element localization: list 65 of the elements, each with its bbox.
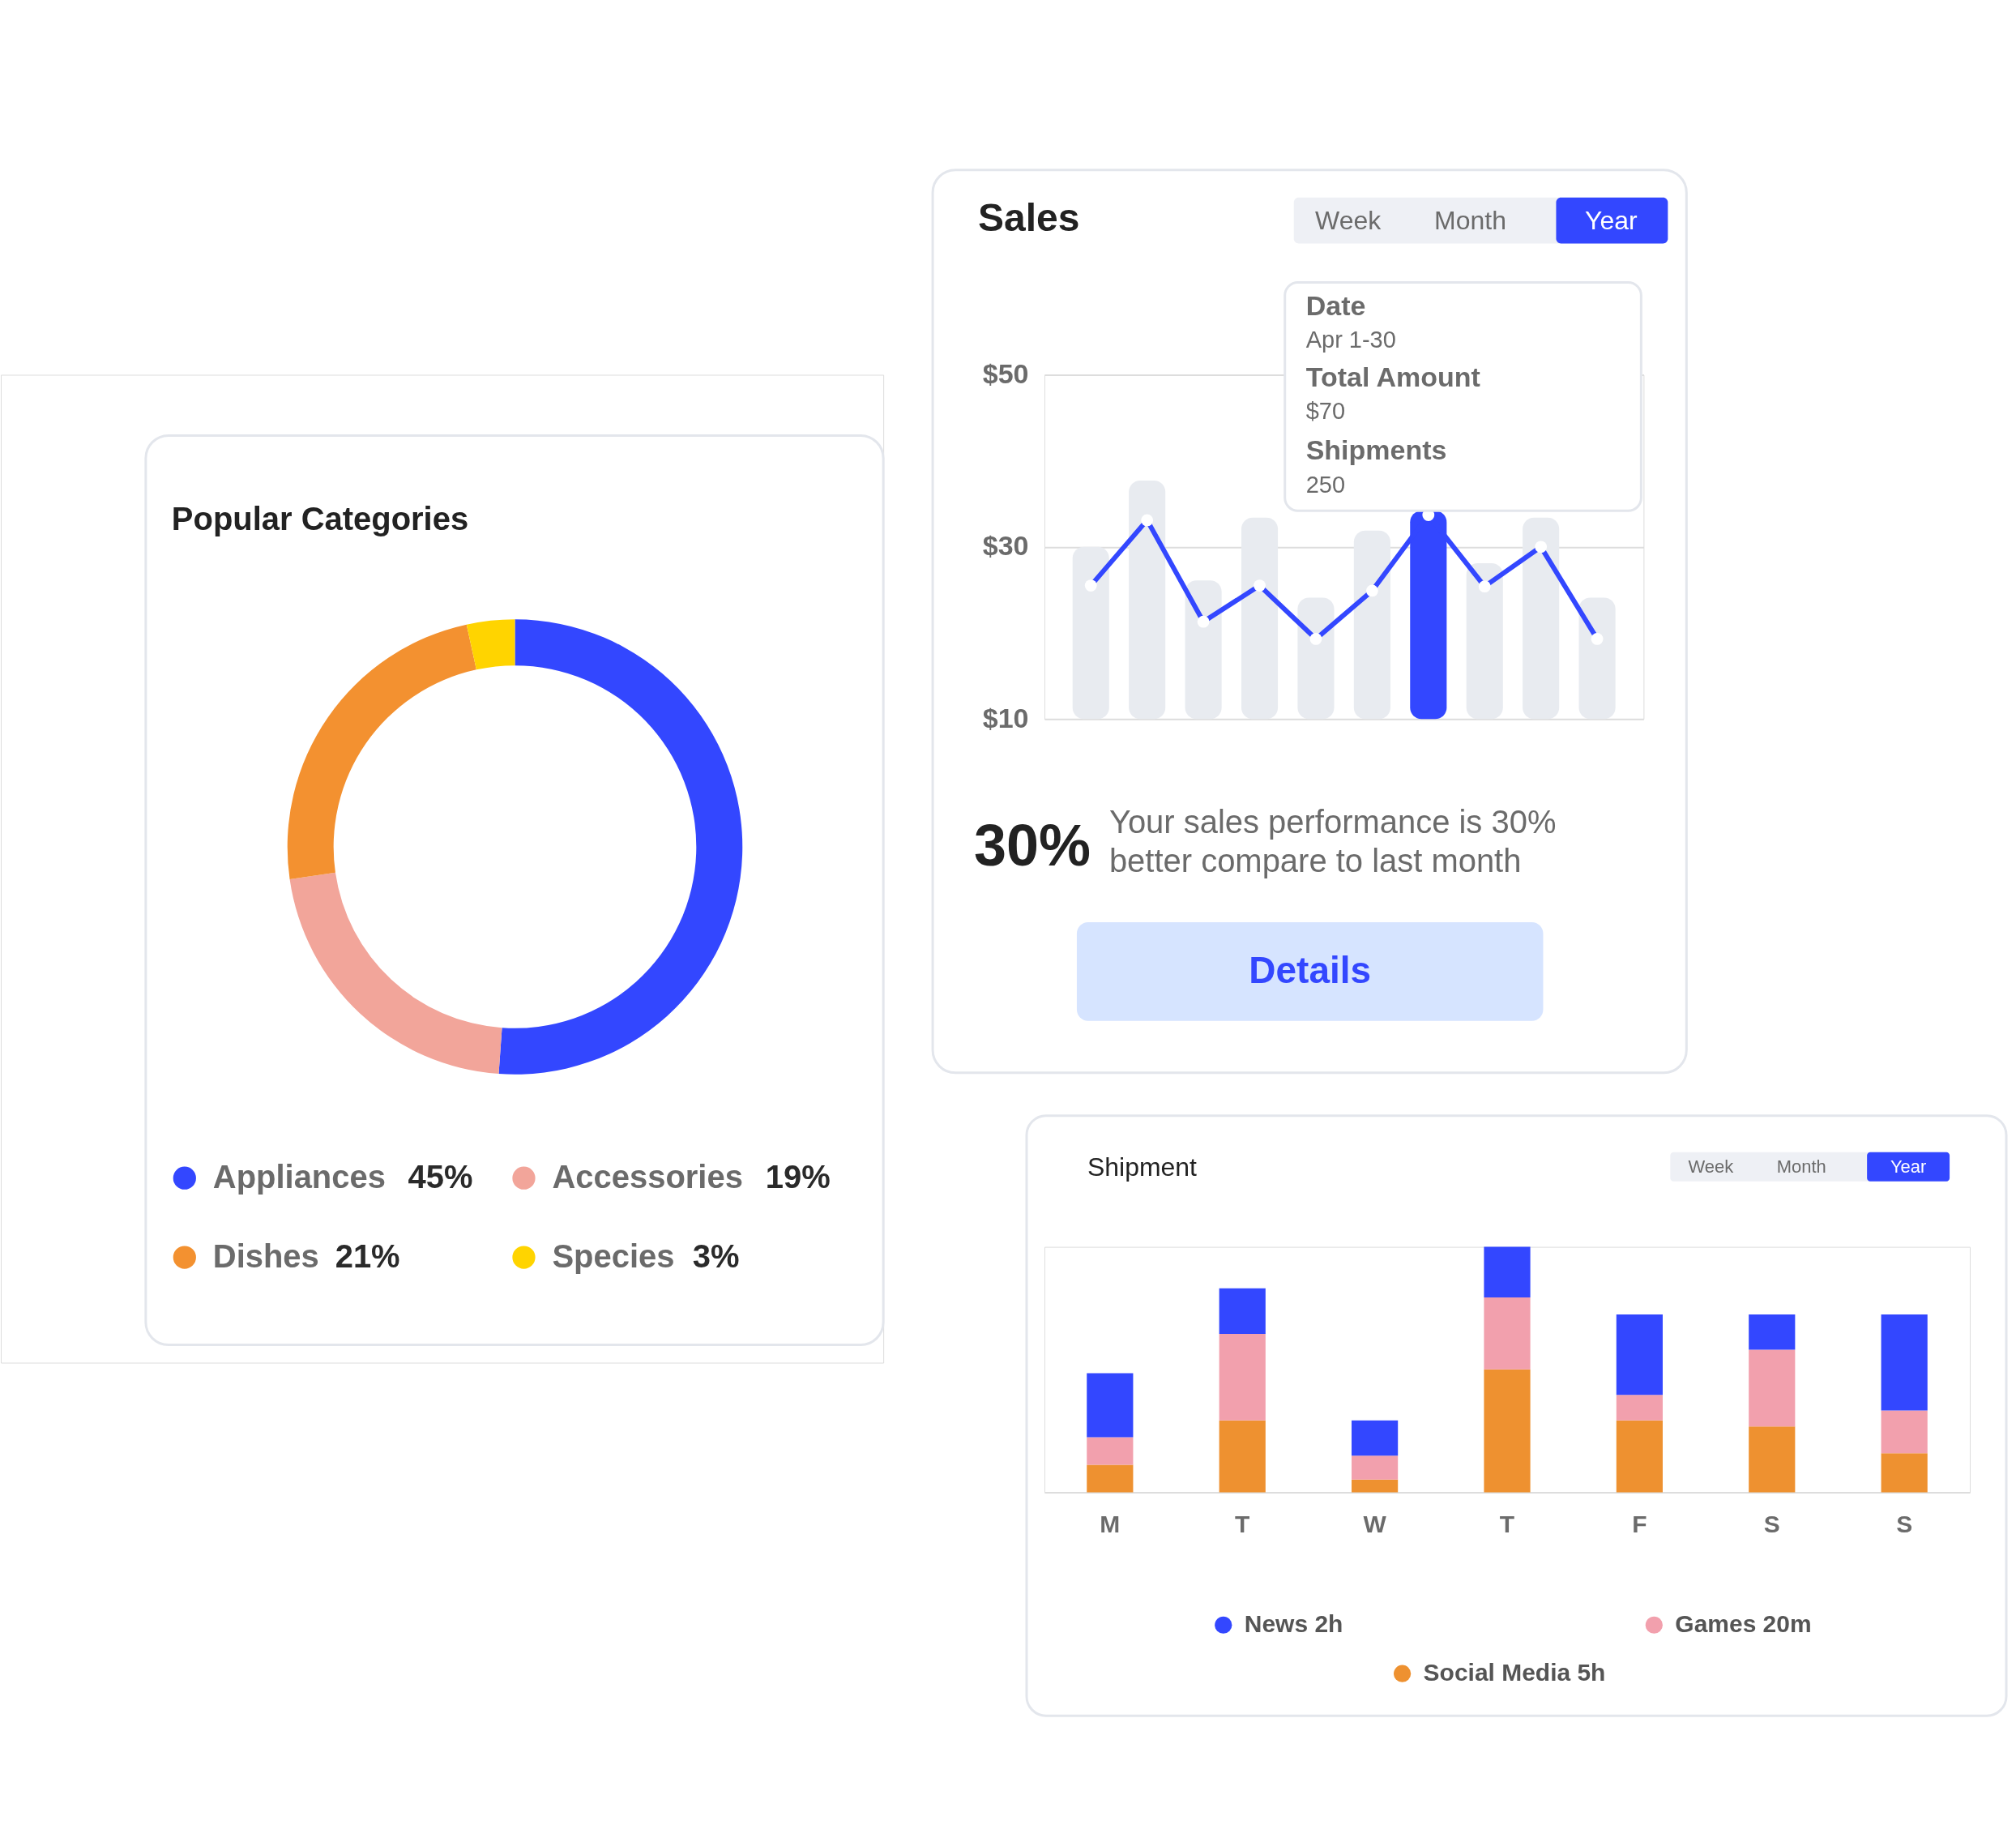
data-label: 19%: [765, 1158, 831, 1195]
bar: [1219, 1288, 1266, 1335]
bar: [1352, 1420, 1399, 1456]
bar: [1087, 1464, 1134, 1493]
x-tick-label: S: [1763, 1510, 1780, 1537]
data-label: 21%: [335, 1237, 400, 1274]
donut-slice: [287, 624, 476, 879]
bar: [1881, 1453, 1928, 1493]
annotation: Total Amount: [1305, 361, 1480, 393]
donut-slice: [289, 872, 502, 1075]
bar: [1881, 1314, 1928, 1411]
bar: [1616, 1395, 1663, 1421]
y-tick-label: $50: [982, 357, 1029, 389]
text: Year: [1585, 205, 1638, 235]
text: Date: [1305, 289, 1366, 321]
legend-label: Dishes: [212, 1237, 319, 1274]
text: 30%: [974, 813, 1091, 878]
text: Week: [1688, 1156, 1735, 1177]
chart-title: Popular Categories: [171, 501, 469, 537]
x-tick-label: F: [1632, 1510, 1647, 1537]
legend-label: Accessories: [552, 1158, 743, 1195]
bar: [1087, 1373, 1134, 1438]
x-tick-label: M: [1100, 1510, 1121, 1537]
bar: [1352, 1479, 1399, 1493]
bar: [1219, 1334, 1266, 1421]
bar: [1881, 1410, 1928, 1454]
x-tick-label: T: [1235, 1510, 1250, 1537]
x-tick-label: S: [1896, 1510, 1913, 1537]
y-tick-label: $30: [982, 530, 1029, 562]
data-label: 45%: [408, 1158, 473, 1195]
text: Details: [1249, 948, 1372, 991]
bar: [1219, 1420, 1266, 1493]
chart-title: Sales: [978, 195, 1080, 239]
bar: [1749, 1349, 1796, 1427]
donut-slice: [466, 619, 515, 670]
bar: [1352, 1455, 1399, 1480]
data-label: 3%: [692, 1237, 740, 1274]
text: better compare to last month: [1108, 843, 1522, 878]
bar: [1087, 1437, 1134, 1465]
bar: [1749, 1426, 1796, 1493]
bar: [1484, 1297, 1531, 1370]
annotation: 250: [1305, 472, 1346, 498]
text: Year: [1890, 1156, 1927, 1177]
text: Month: [1776, 1156, 1826, 1177]
text: Your sales performance is 30%: [1108, 804, 1557, 840]
legend-label: Games 20m: [1675, 1610, 1812, 1638]
legend-label: News 2h: [1244, 1610, 1343, 1638]
donut-slice: [498, 619, 743, 1075]
legend-label: Appliances: [212, 1158, 386, 1195]
x-tick-label: T: [1499, 1510, 1515, 1537]
legend-label: Species: [552, 1237, 675, 1274]
text: Apr 1-30: [1305, 326, 1396, 353]
x-tick-label: W: [1363, 1510, 1387, 1537]
annotation: $70: [1305, 398, 1346, 425]
chart-title: Shipment: [1087, 1152, 1198, 1182]
bar: [1484, 1369, 1531, 1493]
bar: [1484, 1246, 1531, 1297]
y-tick-label: $10: [982, 702, 1029, 733]
text: Week: [1315, 205, 1382, 235]
bar: [1749, 1314, 1796, 1350]
annotation: Shipments: [1305, 434, 1447, 466]
legend-label: Social Media 5h: [1423, 1659, 1606, 1686]
bar: [1616, 1420, 1663, 1493]
bar: [1616, 1314, 1663, 1395]
text: Month: [1434, 205, 1506, 235]
